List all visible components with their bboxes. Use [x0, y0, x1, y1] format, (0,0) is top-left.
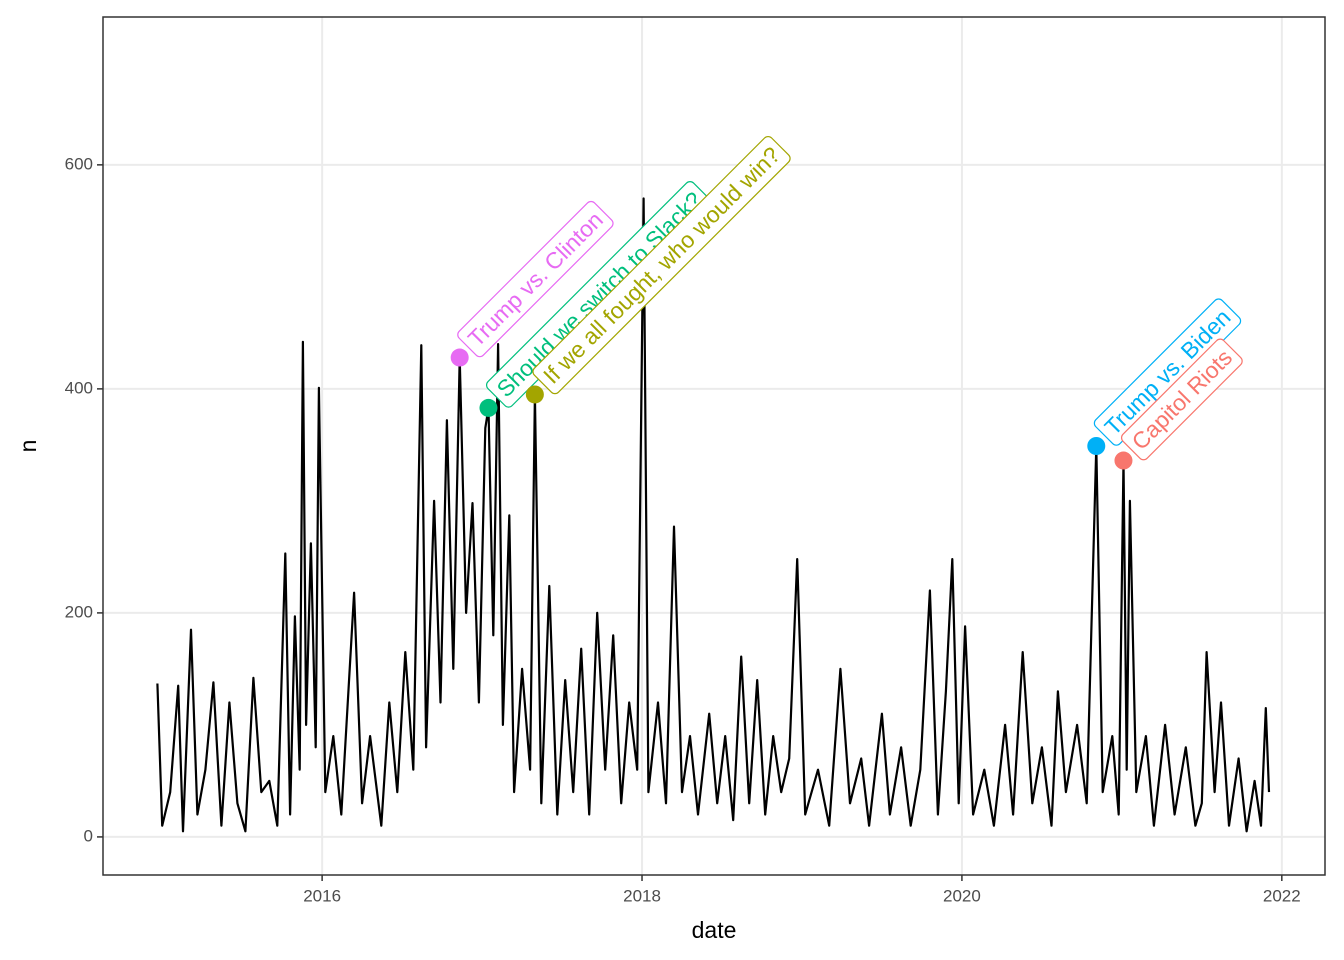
x-tick-label: 2022: [1263, 886, 1301, 905]
annotation-box: [457, 200, 614, 358]
x-tick-label: 2016: [303, 886, 341, 905]
series-line: [156, 197, 1271, 833]
plot-border: [102, 16, 1326, 876]
annotation-point: [525, 385, 544, 404]
y-axis-title: n: [15, 440, 41, 453]
plot-background: [103, 17, 1325, 875]
annotation-box: [1120, 338, 1243, 461]
annotation-point: [1087, 437, 1106, 455]
x-tick-label: 2020: [943, 886, 981, 905]
x-tick-label: 2018: [623, 886, 661, 905]
annotation-box: [532, 135, 791, 395]
y-tick-label: 600: [65, 154, 93, 173]
y-tick-label: 0: [84, 826, 93, 845]
annotation-point: [450, 348, 469, 367]
annotation-point: [1114, 451, 1133, 470]
annotation-point: [479, 398, 498, 417]
y-tick-label: 200: [65, 602, 93, 621]
x-axis-title: date: [692, 917, 737, 943]
y-tick-label: 400: [65, 378, 93, 397]
